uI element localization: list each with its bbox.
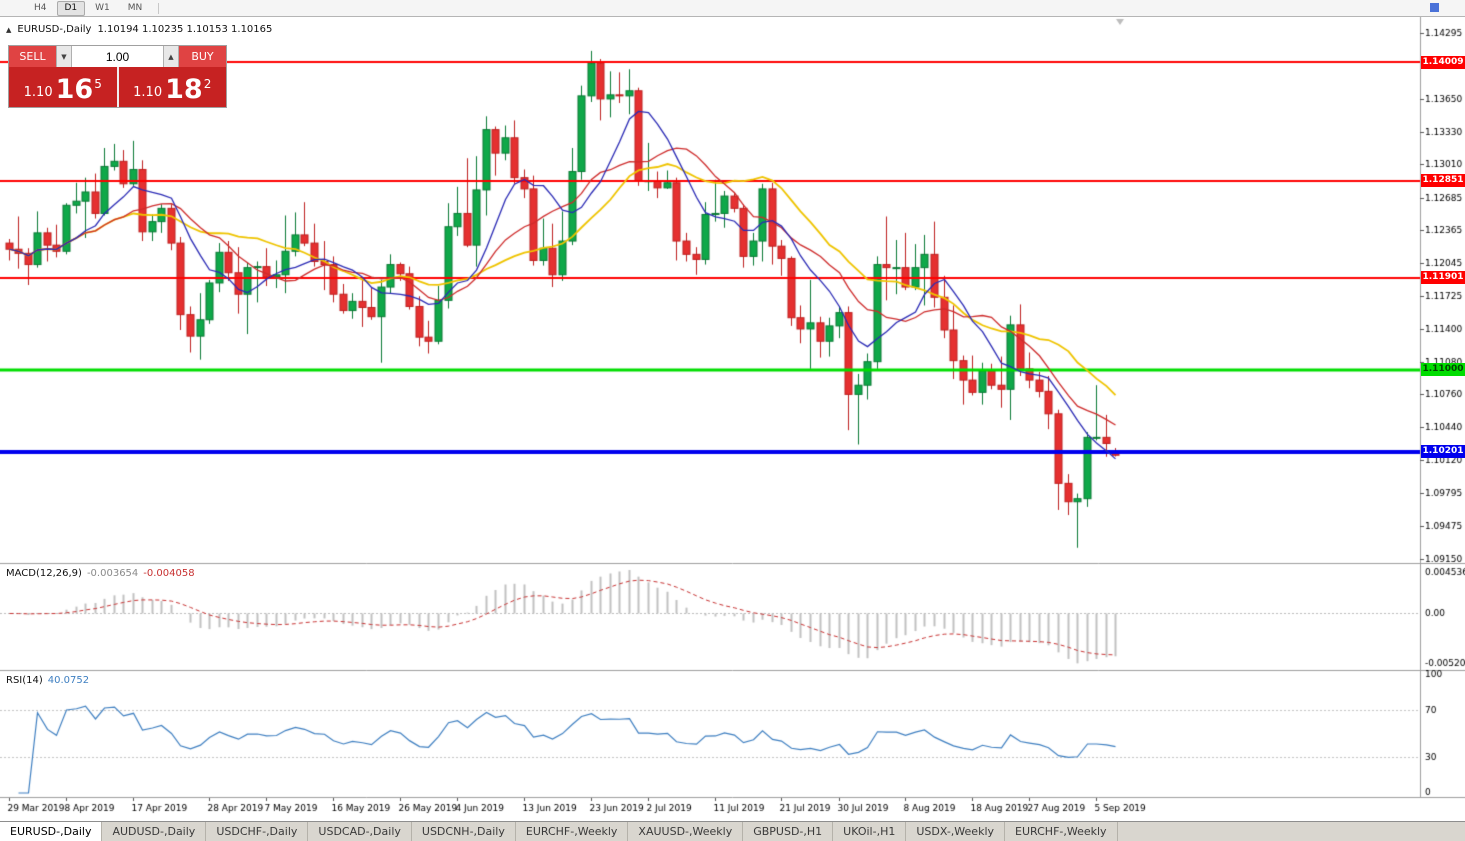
timeframe-mn-button[interactable]: MN: [127, 2, 143, 13]
buy-price-prefix: 1.10: [133, 85, 163, 100]
chart-tab-1[interactable]: EURUSD-,Daily: [0, 822, 103, 841]
chart-tab-7[interactable]: XAUUSD-,Weekly: [628, 822, 744, 841]
chart-tab-2[interactable]: AUDUSD-,Daily: [102, 822, 207, 841]
volume-decrease-button[interactable]: ▼: [56, 46, 72, 67]
rsi-value: 40.0752: [47, 675, 90, 686]
buy-price-display[interactable]: 1.10 18 2: [118, 67, 226, 107]
chart-tab-10[interactable]: USDX-,Weekly: [906, 822, 1006, 841]
volume-input[interactable]: [72, 46, 163, 67]
sell-price-point: 5: [94, 77, 102, 91]
chart-tab-8[interactable]: GBPUSD-,H1: [743, 822, 834, 841]
buy-price-pips: 18: [165, 74, 203, 105]
chart-title: ▲ EURUSD-,Daily 1.10194 1.10235 1.10153 …: [6, 24, 272, 35]
sell-price-prefix: 1.10: [23, 85, 53, 100]
rsi-indicator-label: RSI(14) 40.0752: [6, 675, 89, 686]
timeframe-w1-button[interactable]: W1: [95, 2, 110, 13]
chart-ohlc-values: 1.10194 1.10235 1.10153 1.10165: [97, 24, 273, 35]
buy-price-point: 2: [203, 77, 212, 91]
chart-tab-6[interactable]: EURCHF-,Weekly: [516, 822, 629, 841]
sell-price-pips: 16: [55, 74, 94, 105]
chart-tab-bar: EURUSD-,Daily AUDUSD-,Daily USDCHF-,Daily U…: [0, 821, 1465, 841]
timeframe-toolbar: H4 D1 W1 MN: [0, 0, 1465, 17]
price-chart-canvas[interactable]: [0, 17, 1465, 821]
collapse-triangle-icon: ▲: [6, 25, 12, 34]
macd-main-value: -0.003654: [86, 568, 139, 579]
chart-tab-11[interactable]: EURCHF-,Weekly: [1005, 822, 1118, 841]
sell-price-display[interactable]: 1.10 16 5: [9, 67, 117, 107]
macd-indicator-label: MACD(12,26,9) -0.003654 -0.004058: [6, 568, 195, 579]
chart-tab-3[interactable]: USDCHF-,Daily: [206, 822, 309, 841]
macd-signal-value: -0.004058: [143, 568, 195, 579]
timeframe-d1-button[interactable]: D1: [56, 0, 86, 16]
blue-indicator-icon: [1430, 3, 1439, 12]
rsi-name: RSI(14): [6, 675, 43, 686]
one-click-trading-widget: SELL ▼ ▲ BUY 1.10 16 5 1.10 18 2: [8, 45, 227, 108]
chart-tab-9[interactable]: UKOil-,H1: [833, 822, 907, 841]
toolbar-separator: [158, 2, 160, 14]
sell-button[interactable]: SELL: [9, 46, 56, 67]
chart-tab-4[interactable]: USDCAD-,Daily: [308, 822, 412, 841]
chart-symbol-label: EURUSD-,Daily: [17, 24, 92, 35]
timeframe-h4-button[interactable]: H4: [34, 2, 47, 13]
chart-window: 1.14009 1.12851 1.11901 1.11000 1.10201 ▲ EU…: [0, 17, 1465, 821]
chart-tab-5[interactable]: USDCNH-,Daily: [412, 822, 516, 841]
buy-button[interactable]: BUY: [179, 46, 226, 67]
volume-increase-button[interactable]: ▲: [163, 46, 179, 67]
macd-name: MACD(12,26,9): [6, 568, 82, 579]
